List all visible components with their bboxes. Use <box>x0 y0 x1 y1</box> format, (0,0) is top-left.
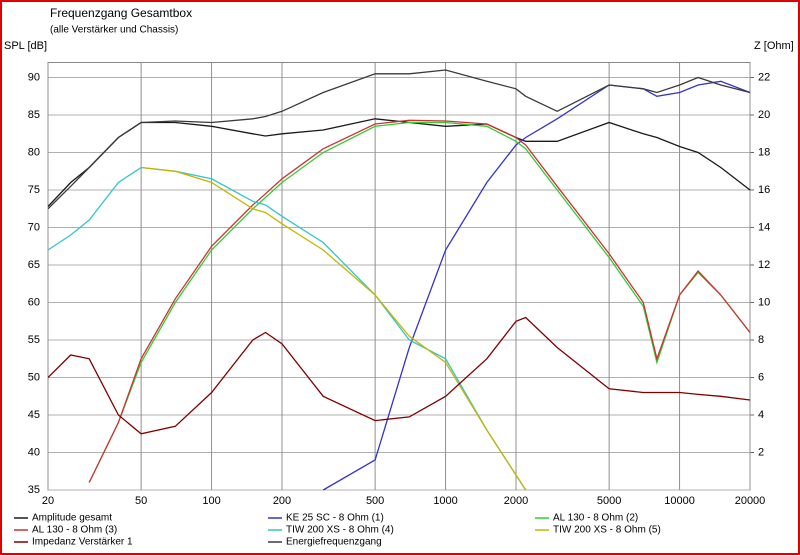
y2-tick-label: 12 <box>758 259 770 271</box>
legend-label: AL 130 - 8 Ohm (2) <box>553 513 638 524</box>
legend-label: Impedanz Verstärker 1 <box>32 537 133 548</box>
y2-tick-label: 18 <box>758 146 770 158</box>
x-tick-label: 1000 <box>433 495 457 507</box>
x-tick-label: 10000 <box>664 495 695 507</box>
chart-subtitle: (alle Verstärker und Chassis) <box>50 25 178 36</box>
y-tick-label: 80 <box>28 146 40 158</box>
legend-label: AL 130 - 8 Ohm (3) <box>32 525 117 536</box>
legend-label: KE 25 SC - 8 Ohm (1) <box>286 513 384 524</box>
y-tick-label: 60 <box>28 296 40 308</box>
legend-label: TIW 200 XS - 8 Ohm (5) <box>553 525 661 536</box>
y2-tick-label: 16 <box>758 184 770 196</box>
y2-tick-label: 22 <box>758 71 770 83</box>
y-tick-label: 90 <box>28 71 40 83</box>
y2-tick-label: 2 <box>758 446 764 458</box>
legend-label: TIW 200 XS - 8 Ohm (4) <box>286 525 394 536</box>
series-line <box>48 166 527 491</box>
y-tick-label: 40 <box>28 446 40 458</box>
y2-tick-label: 14 <box>758 221 770 233</box>
x-tick-label: 20 <box>42 495 54 507</box>
x-tick-label: 100 <box>202 495 220 507</box>
y-tick-label: 35 <box>28 484 40 496</box>
x-tick-label: 20000 <box>735 495 766 507</box>
series-line <box>48 69 751 210</box>
plot-area <box>47 62 751 491</box>
plot-lines <box>48 69 751 491</box>
series-line <box>48 316 751 435</box>
y-tick-label: 65 <box>28 259 40 271</box>
y2-tick-label: 6 <box>758 371 764 383</box>
legend-label: Amplitude gesamt <box>32 513 112 524</box>
x-tick-label: 2000 <box>504 495 528 507</box>
y2-tick-label: 8 <box>758 334 764 346</box>
y-tick-label: 85 <box>28 109 40 121</box>
y-tick-label: 70 <box>28 221 40 233</box>
series-line <box>88 119 751 483</box>
x-tick-label: 200 <box>273 495 291 507</box>
chart-title: Frequenzgang Gesamtbox <box>50 6 192 20</box>
y-tick-label: 75 <box>28 184 40 196</box>
series-line <box>88 121 751 483</box>
x-tick-label: 500 <box>366 495 384 507</box>
legend-label: Energiefrequenzgang <box>286 537 382 548</box>
y2-tick-label: 20 <box>758 109 770 121</box>
y2-tick-label: 10 <box>758 296 770 308</box>
series-line <box>322 80 751 491</box>
y-tick-label: 55 <box>28 334 40 346</box>
y-tick-label: 45 <box>28 409 40 421</box>
y2-axis-label: Z [Ohm] <box>754 40 794 52</box>
x-tick-label: 5000 <box>597 495 621 507</box>
series-line <box>141 166 527 491</box>
y-axis-label: SPL [dB] <box>4 40 47 52</box>
x-tick-label: 50 <box>135 495 147 507</box>
y2-tick-label: 4 <box>758 409 764 421</box>
y-tick-label: 50 <box>28 371 40 383</box>
